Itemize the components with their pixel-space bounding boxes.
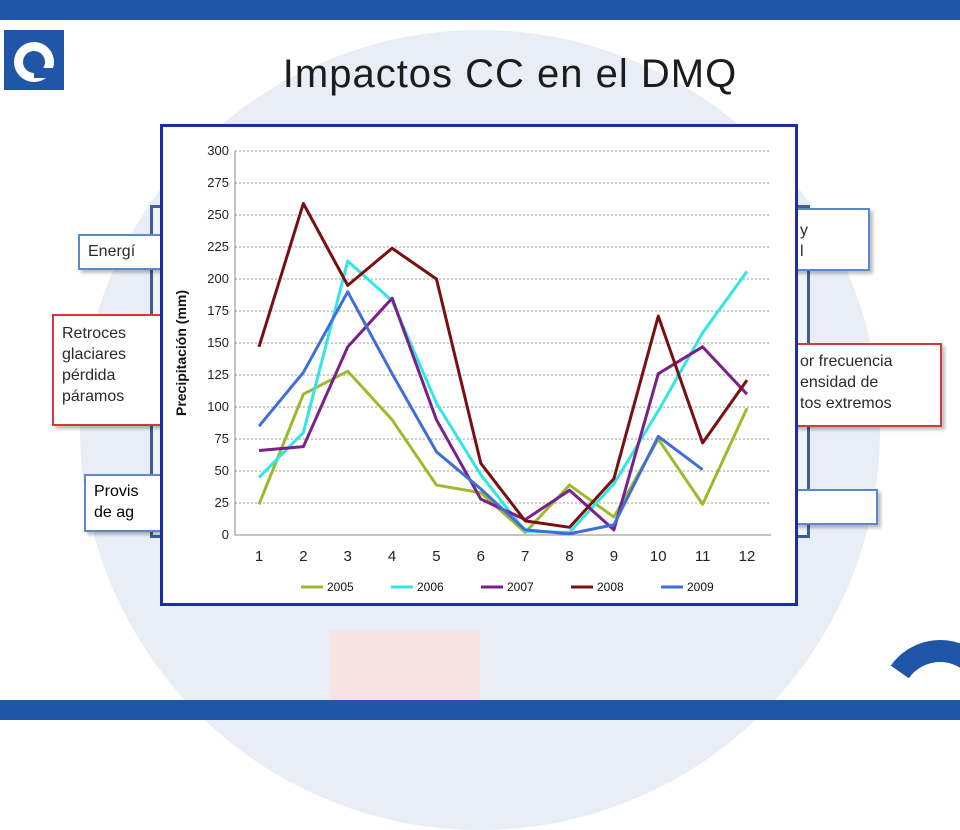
y-tick-label: 175 [207, 303, 229, 318]
y-tick-label: 25 [215, 495, 229, 510]
y-tick-label: 50 [215, 463, 229, 478]
bottom-bar [0, 700, 960, 720]
top-bar [0, 0, 960, 20]
x-tick-label: 6 [477, 548, 485, 565]
background-shape [330, 630, 480, 700]
y-tick-label: 200 [207, 271, 229, 286]
y-tick-label: 225 [207, 239, 229, 254]
label-line: or frecuencia [800, 353, 893, 370]
y-tick-label: 75 [215, 431, 229, 446]
label-line: ensidad de [800, 374, 879, 391]
label-right-top: y l [790, 208, 870, 271]
x-tick-label: 10 [650, 548, 667, 565]
y-axis: 0 25 50 75 100 125 150 175 200 225 250 275 300 [207, 143, 229, 542]
x-tick-label: 5 [432, 548, 440, 565]
label-retroceso: Retroces glaciares pérdida páramos [52, 314, 168, 426]
label-line: páramos [62, 388, 125, 405]
label-line: l [800, 243, 804, 260]
legend-label-2008: 2008 [597, 580, 624, 594]
label-line: glaciares [62, 346, 127, 363]
y-tick-label: 275 [207, 175, 229, 190]
x-axis: 1 2 3 4 5 6 7 8 9 10 11 12 [255, 548, 756, 565]
label-line: Retroces [62, 325, 127, 342]
chart-series [257, 201, 749, 536]
series-line-2009 [257, 290, 704, 536]
logo-icon [4, 30, 64, 90]
y-tick-label: 100 [207, 399, 229, 414]
label-line: pérdida [62, 367, 116, 384]
x-tick-label: 8 [565, 548, 573, 565]
x-tick-label: 12 [739, 548, 756, 565]
y-tick-label: 150 [207, 335, 229, 350]
chart-grid [234, 150, 771, 536]
y-tick-label: 250 [207, 207, 229, 222]
series-line-2007 [258, 296, 749, 532]
series-line-2005 [257, 369, 749, 534]
y-tick-label: 300 [207, 143, 229, 158]
y-tick-label: 125 [207, 367, 229, 382]
x-tick-label: 1 [255, 548, 263, 565]
x-tick-label: 9 [610, 548, 618, 565]
legend-label-2005: 2005 [327, 580, 354, 594]
label-line: de ag [94, 504, 135, 521]
corner-arc [870, 630, 960, 770]
chart-legend: 2005 2006 2007 2008 2009 [301, 580, 714, 594]
label-line: Energí [88, 243, 136, 260]
legend-label-2007: 2007 [507, 580, 534, 594]
legend-label-2006: 2006 [417, 580, 444, 594]
x-tick-label: 2 [299, 548, 307, 565]
series-line-2008 [257, 201, 749, 529]
legend-label-2009: 2009 [687, 580, 714, 594]
label-right-bottom [790, 489, 878, 525]
x-tick-label: 3 [344, 548, 352, 565]
series-line-2006 [257, 259, 749, 534]
slide-title: Impactos CC en el DMQ [282, 52, 738, 96]
x-tick-label: 11 [695, 548, 711, 565]
label-right-mid: or frecuencia ensidad de tos extremos [790, 343, 942, 427]
label-line: tos extremos [800, 395, 892, 412]
x-tick-label: 4 [388, 548, 396, 565]
label-energia: Energí [78, 234, 168, 270]
label-line: y [800, 222, 808, 239]
label-line: Provis [94, 483, 139, 500]
label-provision: Provis de ag [84, 474, 168, 532]
y-axis-label: Precipitación (mm) [173, 290, 189, 416]
y-tick-label: 0 [222, 527, 229, 542]
x-tick-label: 7 [521, 548, 529, 565]
